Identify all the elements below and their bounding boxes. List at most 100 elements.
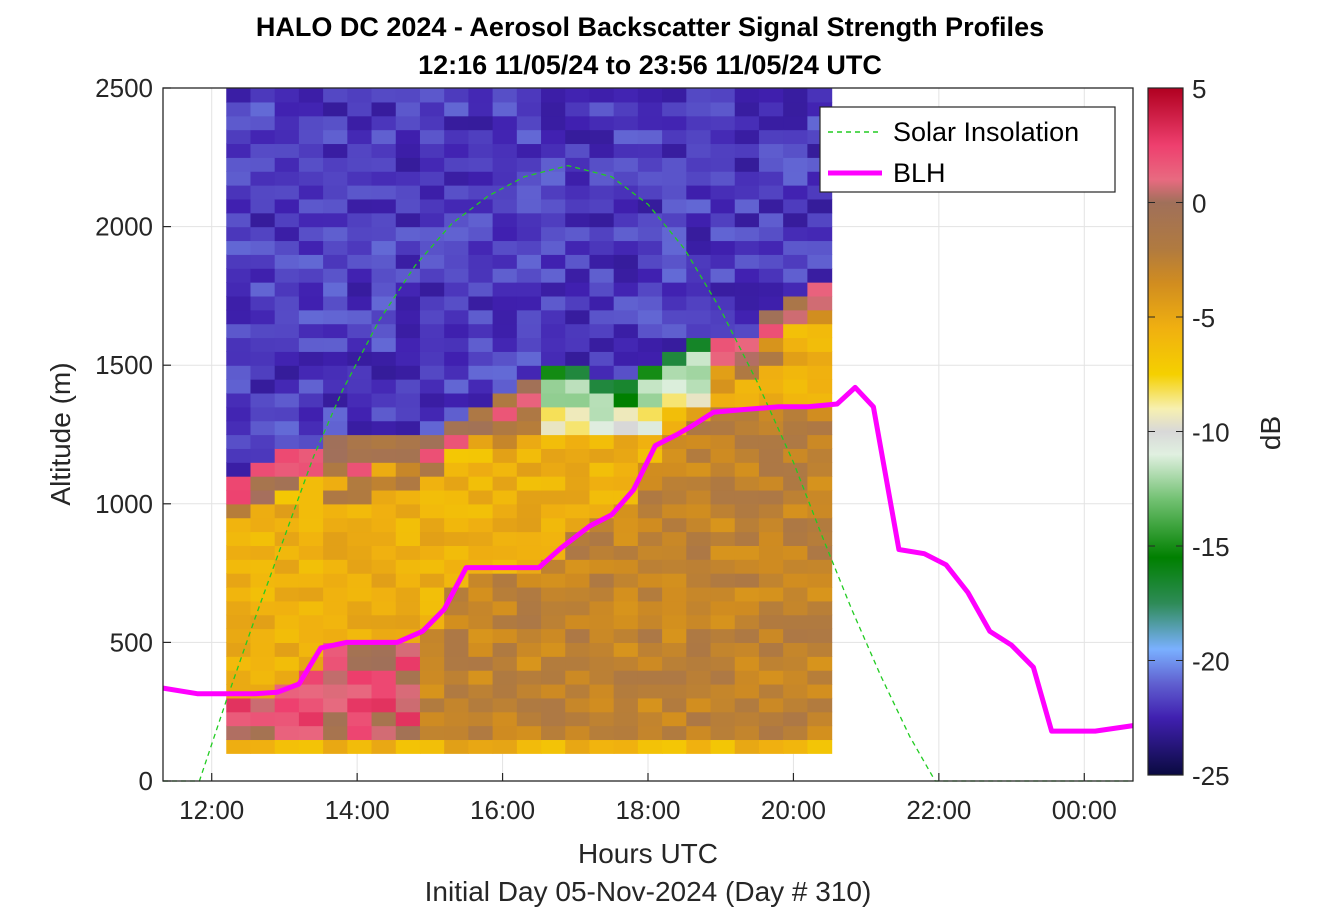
- heatmap-cell: [395, 101, 421, 117]
- heatmap-cell: [589, 559, 615, 574]
- heatmap-cell: [468, 448, 494, 463]
- heatmap-cell: [468, 268, 494, 283]
- heatmap-cell: [565, 212, 591, 228]
- heatmap-cell: [250, 614, 276, 630]
- heatmap-cell: [541, 309, 566, 325]
- heatmap-cell: [226, 295, 252, 311]
- heatmap-cell: [686, 725, 712, 741]
- heatmap-cell: [298, 212, 324, 228]
- heatmap-cell: [419, 434, 445, 449]
- heatmap-cell: [492, 88, 518, 103]
- heatmap-cell: [226, 656, 252, 671]
- heatmap-cell: [589, 462, 615, 477]
- heatmap-cell: [323, 88, 348, 103]
- heatmap-cell: [250, 351, 276, 366]
- heatmap-cell: [613, 614, 639, 630]
- heatmap-cell: [274, 448, 300, 463]
- heatmap-cell: [444, 476, 469, 491]
- heatmap-cell: [492, 573, 518, 588]
- heatmap-cell: [541, 628, 566, 643]
- heatmap-cell: [444, 171, 469, 186]
- heatmap-cell: [565, 586, 591, 602]
- heatmap-cell: [395, 711, 421, 727]
- heatmap-cell: [492, 420, 518, 436]
- heatmap-cell: [492, 226, 518, 242]
- heatmap-cell: [444, 198, 469, 214]
- heatmap-cell: [371, 157, 397, 172]
- heatmap-cell: [541, 697, 566, 713]
- heatmap-cell: [589, 683, 615, 699]
- heatmap-cell: [226, 739, 252, 754]
- heatmap-cell: [807, 503, 833, 519]
- heatmap-cell: [565, 282, 591, 297]
- heatmap-cell: [516, 614, 542, 630]
- heatmap-cell: [323, 420, 348, 436]
- heatmap-cell: [734, 226, 760, 242]
- heatmap-cell: [347, 545, 373, 560]
- heatmap-cell: [226, 462, 252, 477]
- heatmap-cell: [710, 379, 736, 394]
- heatmap-cell: [298, 309, 324, 325]
- heatmap-cell: [444, 656, 469, 671]
- heatmap-cell: [589, 642, 615, 657]
- heatmap-cell: [541, 268, 566, 283]
- heatmap-cell: [226, 503, 252, 519]
- heatmap-cell: [250, 88, 276, 103]
- heatmap-cell: [250, 462, 276, 477]
- heatmap-cell: [468, 88, 494, 103]
- heatmap-cell: [637, 254, 663, 269]
- heatmap-cell: [758, 309, 784, 325]
- heatmap-cell: [541, 517, 566, 533]
- x-tick-label: 18:00: [615, 795, 680, 825]
- heatmap-cell: [613, 185, 639, 200]
- heatmap-cell: [710, 628, 736, 643]
- heatmap-cell: [758, 545, 784, 560]
- heatmap-cell: [783, 614, 808, 630]
- heatmap-cell: [686, 642, 712, 657]
- heatmap-cell: [468, 642, 494, 657]
- heatmap-cell: [492, 337, 518, 352]
- heatmap-cell: [565, 268, 591, 283]
- heatmap-cell: [686, 365, 712, 380]
- heatmap-cell: [468, 337, 494, 352]
- heatmap-cell: [444, 711, 469, 727]
- heatmap-cell: [565, 614, 591, 630]
- heatmap-cell: [613, 157, 639, 172]
- heatmap-cell: [637, 573, 663, 588]
- heatmap-cell: [419, 379, 445, 394]
- heatmap-cell: [323, 559, 348, 574]
- heatmap-cell: [298, 185, 324, 200]
- heatmap-cell: [419, 476, 445, 491]
- heatmap-cell: [395, 489, 421, 505]
- x-tick-label: 00:00: [1052, 795, 1117, 825]
- heatmap-cell: [371, 573, 397, 588]
- heatmap-cell: [347, 282, 373, 297]
- heatmap-cell: [395, 462, 421, 477]
- heatmap-cell: [589, 697, 615, 713]
- heatmap-cell: [371, 254, 397, 269]
- heatmap-cell: [419, 88, 445, 103]
- heatmap-cell: [371, 559, 397, 574]
- colorbar: 5 0 -5 -10 -15 -20 -25 dB: [1147, 74, 1286, 791]
- heatmap-cell: [347, 129, 373, 145]
- heatmap-cell: [637, 656, 663, 671]
- heatmap-cell: [662, 642, 687, 657]
- heatmap-cell: [347, 337, 373, 352]
- heatmap-cell: [783, 642, 808, 657]
- heatmap-cell: [274, 725, 300, 741]
- heatmap-cell: [468, 115, 494, 131]
- heatmap-cell: [541, 503, 566, 519]
- colorbar-tick-label: -10: [1192, 418, 1230, 448]
- heatmap-cell: [710, 101, 736, 117]
- heatmap-cell: [589, 656, 615, 671]
- heatmap-cell: [492, 739, 518, 754]
- heatmap-cell: [613, 171, 639, 186]
- heatmap-cell: [492, 198, 518, 214]
- heatmap-cell: [783, 323, 808, 339]
- heatmap-cell: [274, 573, 300, 588]
- heatmap-cell: [298, 143, 324, 158]
- heatmap-cell: [565, 309, 591, 325]
- heatmap-cell: [637, 683, 663, 699]
- heatmap-cell: [419, 573, 445, 588]
- heatmap-cell: [710, 725, 736, 741]
